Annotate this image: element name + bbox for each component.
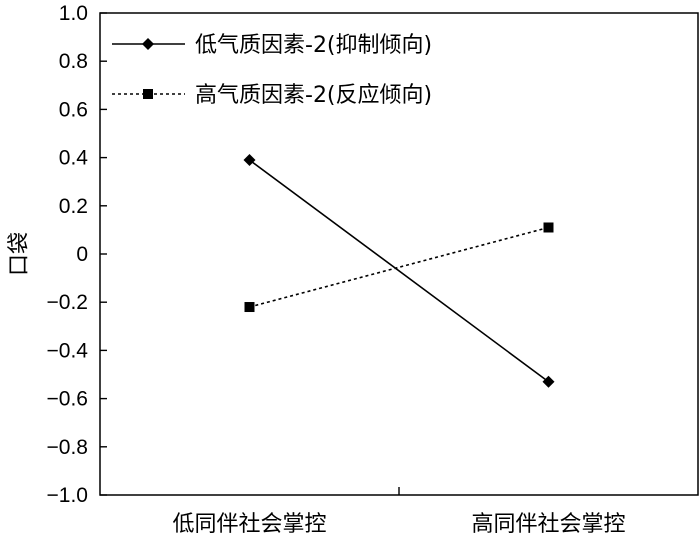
y-tick-label: −0.2	[47, 291, 88, 314]
legend-marker-series-1	[142, 38, 154, 50]
legend-label-series-1: 低气质因素-2(抑制倾向)	[195, 33, 432, 58]
legend: 低气质因素-2(抑制倾向) 高气质因素-2(反应倾向)	[112, 33, 432, 108]
y-tick-label: −0.8	[47, 436, 88, 459]
y-tick-label: 0.8	[59, 50, 88, 73]
legend-marker-series-2	[143, 89, 153, 99]
y-tick-label: 0	[76, 243, 88, 266]
series-2-point-2	[543, 222, 554, 233]
y-tick-label: 1.0	[59, 2, 88, 25]
y-tick-label: −0.6	[47, 388, 88, 411]
x-category-label: 低同伴社会掌控	[172, 512, 326, 537]
y-tick-label: −0.4	[47, 339, 89, 362]
legend-entry-series-1: 低气质因素-2(抑制倾向)	[112, 33, 432, 58]
y-axis-title: 口袋	[7, 232, 32, 276]
series-2-point-1	[244, 302, 255, 313]
series-line-1	[249, 159, 549, 383]
y-tick-label: 0.4	[59, 147, 89, 170]
y-axis-ticks: 1.0 0.8 0.6 0.4 0.2 0 −0.2 −0.4 −0.6 −0.8 −1.0	[47, 2, 107, 507]
series-1-point-2	[542, 375, 555, 388]
y-tick-label: 0.6	[59, 98, 88, 121]
series-layer	[243, 154, 555, 388]
legend-entry-series-2: 高气质因素-2(反应倾向)	[112, 83, 432, 108]
series-1-point-1	[243, 154, 256, 167]
series-line-2	[249, 226, 549, 308]
x-category-label: 高同伴社会掌控	[471, 512, 625, 537]
y-tick-label: 0.2	[59, 195, 88, 218]
y-tick-label: −1.0	[47, 484, 88, 507]
x-axis-ticks: 低同伴社会掌控 高同伴社会掌控	[172, 487, 626, 537]
legend-label-series-2: 高气质因素-2(反应倾向)	[195, 83, 432, 108]
